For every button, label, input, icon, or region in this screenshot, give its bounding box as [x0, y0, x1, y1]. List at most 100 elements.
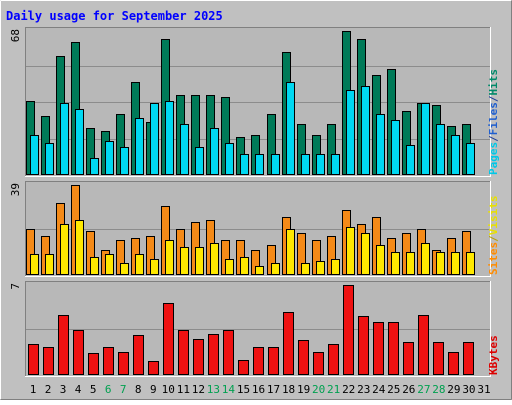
x-tick-label-30: 30 [462, 383, 475, 396]
x-tick-label-17: 17 [267, 383, 280, 396]
bar-visits-day-27 [421, 243, 430, 275]
x-tick-label-4: 4 [75, 383, 82, 396]
bar-pages-day-28 [436, 124, 445, 175]
x-tick-label-1: 1 [30, 383, 37, 396]
bar-visits-day-21 [331, 259, 340, 275]
bar-kbytes-day-21 [328, 344, 339, 375]
x-tick-label-14: 14 [222, 383, 236, 396]
bar-pages-day-3 [60, 103, 69, 175]
bar-visits-day-29 [451, 252, 460, 275]
bar-pages-day-7 [120, 147, 129, 175]
x-tick-label-2: 2 [45, 383, 52, 396]
bar-visits-day-26 [406, 252, 415, 275]
x-tick-label-11: 11 [177, 383, 190, 396]
x-tick-label-21: 21 [327, 383, 340, 396]
bar-kbytes-day-14 [223, 330, 234, 375]
panel-hits-files-pages-legend-item-1: / [487, 135, 500, 142]
chart-title: Daily usage for September 2025 [6, 9, 223, 23]
panel-visits-sites: 39 Sites/Visits [9, 181, 500, 277]
bar-kbytes-day-18 [283, 312, 294, 375]
bar-kbytes-day-25 [388, 322, 399, 375]
bar-visits-day-18 [286, 229, 295, 275]
bar-visits-day-10 [165, 240, 174, 275]
bar-visits-day-23 [361, 233, 370, 275]
x-tick-label-28: 28 [432, 383, 445, 396]
panel-kbytes-legend-item-0: KBytes [487, 335, 500, 375]
bar-kbytes-day-9 [148, 361, 159, 375]
x-tick-label-23: 23 [357, 383, 370, 396]
panel-hits-files-pages-legend-item-2: Files [487, 102, 500, 135]
x-tick-label-25: 25 [387, 383, 400, 396]
x-tick-label-27: 27 [417, 383, 430, 396]
bar-pages-day-5 [90, 158, 99, 175]
bar-visits-day-16 [255, 266, 264, 275]
bar-visits-day-11 [180, 247, 189, 275]
x-tick-label-20: 20 [312, 383, 325, 396]
panel-visits-sites-legend-item-0: Sites [487, 242, 500, 275]
x-tick-label-13: 13 [207, 383, 220, 396]
x-tick-label-12: 12 [192, 383, 205, 396]
bar-visits-day-9 [150, 259, 159, 275]
bar-kbytes-day-12 [193, 339, 204, 375]
bar-visits-day-24 [376, 245, 385, 275]
bar-kbytes-day-5 [88, 353, 99, 375]
bar-pages-day-22 [346, 90, 355, 175]
bar-pages-day-18 [286, 82, 295, 175]
bar-pages-day-10 [165, 101, 174, 175]
x-tick-label-6: 6 [105, 383, 112, 396]
bar-kbytes-day-20 [313, 352, 324, 375]
bar-pages-day-2 [45, 143, 54, 175]
x-tick-label-31: 31 [477, 383, 490, 396]
bar-kbytes-day-15 [238, 360, 249, 375]
bar-pages-day-11 [180, 124, 189, 175]
bar-visits-day-22 [346, 227, 355, 275]
bar-visits-day-4 [75, 220, 84, 275]
bar-visits-day-17 [271, 263, 280, 275]
bar-kbytes-day-8 [133, 335, 144, 375]
bar-kbytes-day-27 [418, 315, 429, 375]
bar-visits-day-2 [45, 254, 54, 275]
bar-visits-day-25 [391, 252, 400, 275]
bar-kbytes-day-17 [268, 347, 279, 375]
x-axis-labels: 1 2 3 4 5 6 7 8 9 10 11 12 13 14 15 16 17 18 19 20 21 22 23 24 2… [30, 383, 491, 396]
bar-kbytes-day-11 [178, 330, 189, 375]
bar-pages-day-17 [271, 154, 280, 175]
x-tick-label-26: 26 [402, 383, 415, 396]
bar-kbytes-day-4 [73, 330, 84, 375]
bar-pages-day-25 [391, 120, 400, 175]
panel-hits-files-pages-legend: Pages/Files/Hits [487, 69, 500, 175]
bar-pages-day-21 [331, 154, 340, 175]
bar-pages-day-14 [225, 143, 234, 175]
bar-kbytes-day-26 [403, 342, 414, 375]
panel-visits-sites-ymax-label: 39 [9, 183, 22, 196]
x-tick-label-9: 9 [150, 383, 157, 396]
bar-kbytes-day-22 [343, 285, 354, 375]
x-tick-label-24: 24 [372, 383, 386, 396]
bar-pages-day-29 [451, 135, 460, 175]
bar-kbytes-day-6 [103, 347, 114, 375]
bar-visits-day-28 [436, 252, 445, 275]
bar-pages-day-23 [361, 86, 370, 175]
bar-kbytes-day-24 [373, 322, 384, 375]
bar-kbytes-day-30 [463, 342, 474, 375]
bar-pages-day-9 [150, 103, 159, 175]
bar-kbytes-day-10 [163, 303, 174, 375]
panel-visits-sites-legend: Sites/Visits [487, 196, 500, 276]
panel-kbytes-ymax-label: 7 [9, 283, 22, 290]
panel-visits-sites-legend-item-2: Visits [487, 196, 500, 236]
x-tick-label-3: 3 [60, 383, 67, 396]
bar-pages-day-16 [255, 154, 264, 175]
bar-kbytes-day-1 [28, 344, 39, 375]
bar-visits-day-7 [120, 263, 129, 275]
bar-visits-day-13 [210, 243, 219, 275]
x-tick-label-7: 7 [120, 383, 127, 396]
bar-pages-day-15 [240, 154, 249, 175]
bar-visits-day-15 [240, 257, 249, 275]
bar-visits-day-8 [135, 254, 144, 275]
x-tick-label-29: 29 [447, 383, 460, 396]
bar-visits-day-6 [105, 254, 114, 275]
bar-visits-day-30 [466, 252, 475, 275]
